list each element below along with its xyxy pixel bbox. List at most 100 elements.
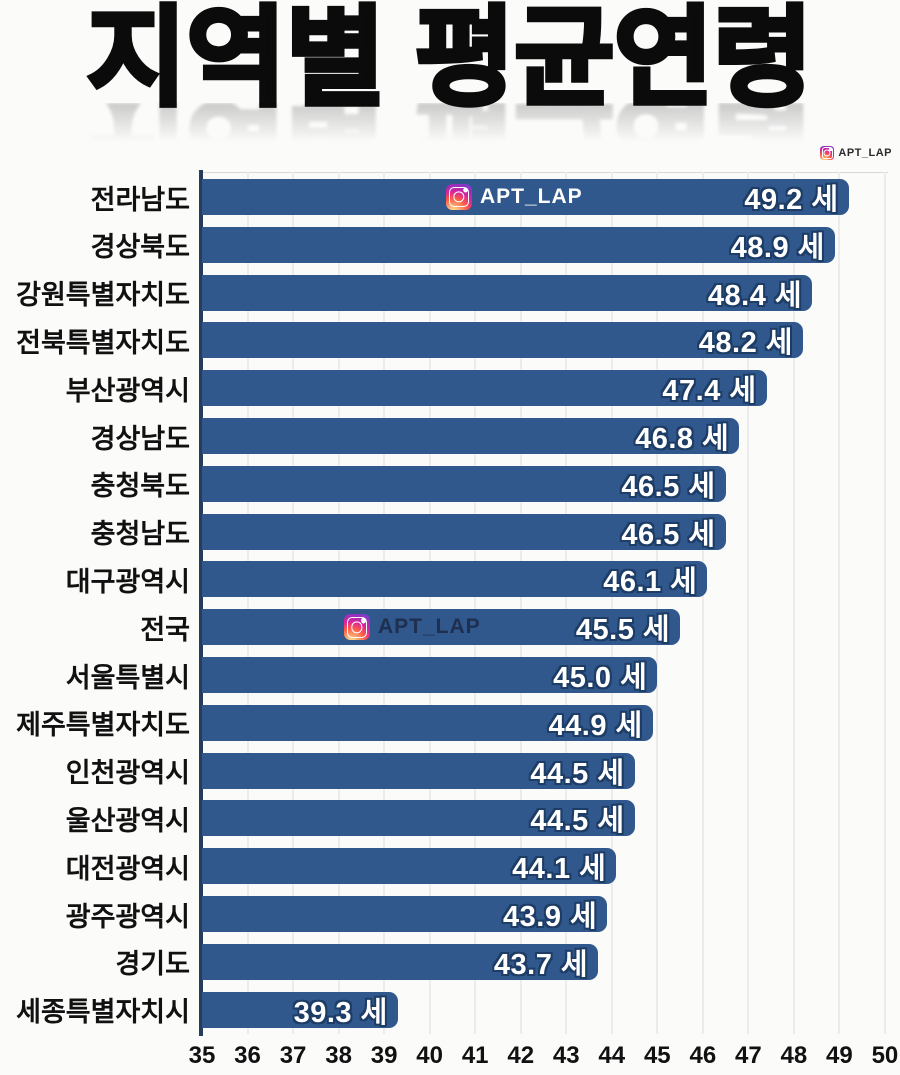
x-tick-label-36: 36 xyxy=(234,1042,261,1069)
bar: 44.9 세 xyxy=(202,704,653,742)
bar: 46.1 세 xyxy=(202,561,708,599)
bar-row-6: 경상남도 46.8 세 xyxy=(0,418,900,455)
x-tick-label-41: 41 xyxy=(461,1042,489,1069)
category-label: 서울특별시 xyxy=(65,662,190,693)
gridline-49 xyxy=(838,172,841,1034)
value-label: 47.4 세 xyxy=(662,375,757,408)
x-tick-label-38: 38 xyxy=(325,1042,352,1069)
bar-row-10: 전국 45.5 세 xyxy=(0,609,900,647)
x-tick-label-44: 44 xyxy=(598,1042,626,1069)
instagram-icon xyxy=(344,614,370,641)
gridline-46 xyxy=(701,172,704,1034)
category-label: 경기도 xyxy=(115,949,190,980)
bar: 44.1 세 xyxy=(202,848,617,886)
gridline-45 xyxy=(656,172,659,1034)
x-tick-label-45: 45 xyxy=(643,1042,671,1069)
gridline-38 xyxy=(337,172,340,1034)
value-label: 46.1 세 xyxy=(603,566,698,599)
bar-chart: 35 36 37 38 39 40 41 42 43 44 45 46 47 48 49 50 전라남도 49.2… xyxy=(0,170,900,1075)
category-label: 대전광역시 xyxy=(65,853,190,884)
x-tick-label-35: 35 xyxy=(188,1042,216,1069)
gridline-40 xyxy=(428,172,431,1034)
value-label: 45.0 세 xyxy=(553,662,648,694)
bar-row-16: 광주광역시 43.9 세 xyxy=(0,896,900,933)
bar-row-15: 대전광역시 44.1 세 xyxy=(0,848,900,886)
gridline-48 xyxy=(792,172,795,1034)
instagram-icon xyxy=(820,146,835,160)
gridline-42 xyxy=(519,172,522,1034)
bar-row-11: 서울특별시 45.0 세 xyxy=(0,657,900,694)
category-label: 충청북도 xyxy=(90,471,190,502)
value-label: 43.9 세 xyxy=(503,901,598,933)
header-watermark-handle: APT_LAP xyxy=(838,147,892,159)
bar-watermark: APT_LAP xyxy=(446,184,583,210)
page-title: 지역별 평균연령 xyxy=(85,0,816,118)
bar: 46.8 세 xyxy=(202,418,740,455)
bar-row-9: 대구광역시 46.1 세 xyxy=(0,561,900,599)
value-label: 48.2 세 xyxy=(698,327,793,360)
value-label: 48.4 세 xyxy=(707,279,803,312)
bar: 43.9 세 xyxy=(202,896,608,933)
category-label: 인천광역시 xyxy=(65,758,190,789)
value-label: 39.3 세 xyxy=(293,996,388,1029)
category-label: 전북특별자치도 xyxy=(16,327,190,358)
x-tick-label-47: 47 xyxy=(735,1042,762,1069)
value-label: 44.5 세 xyxy=(530,757,625,790)
bar: 39.3 세 xyxy=(202,991,398,1029)
bar-watermark: APT_LAP xyxy=(344,614,481,641)
value-label: 49.2 세 xyxy=(744,184,839,216)
bar-row-7: 충청북도 46.5 세 xyxy=(0,465,900,503)
bar: 45.0 세 xyxy=(202,657,658,694)
category-label: 전국 xyxy=(140,614,190,645)
instagram-icon xyxy=(446,184,472,210)
x-tick-label-40: 40 xyxy=(416,1042,443,1069)
gridline-37 xyxy=(292,172,295,1034)
bar-row-18: 세종특별자치시 39.3 세 xyxy=(0,991,900,1029)
bar-row-5: 부산광역시 47.4 세 xyxy=(0,370,900,408)
bar-row-2: 경상북도 48.9 세 xyxy=(0,226,900,264)
x-tick-label-50: 50 xyxy=(871,1042,899,1069)
x-tick-label-43: 43 xyxy=(552,1042,580,1069)
category-label: 대구광역시 xyxy=(65,566,190,597)
category-label: 강원특별자치도 xyxy=(16,280,190,311)
bar: 47.4 세 xyxy=(202,370,767,408)
value-label: 46.5 세 xyxy=(621,518,716,551)
bar: 48.2 세 xyxy=(202,322,803,360)
bar-row-3: 강원특별자치도 48.4 세 xyxy=(0,274,900,312)
value-label: 43.7 세 xyxy=(493,948,589,981)
watermark-handle: APT_LAP xyxy=(480,185,583,208)
value-label: 45.5 세 xyxy=(575,614,671,647)
bar: 49.2 세 xyxy=(202,179,849,216)
category-label: 경상남도 xyxy=(90,423,190,454)
bar-row-13: 인천광역시 44.5 세 xyxy=(0,752,900,790)
header-watermark: APT_LAP xyxy=(820,146,892,160)
value-label: 44.5 세 xyxy=(530,805,625,838)
category-label: 울산광역시 xyxy=(65,805,190,836)
y-axis-line xyxy=(199,170,203,1036)
bar: 45.5 세 xyxy=(202,609,681,647)
title-block: 지역별 평균연령 지역별 평균연령 xyxy=(0,0,900,163)
bar-row-1: 전라남도 49.2 세 xyxy=(0,179,900,216)
category-label: 제주특별자치도 xyxy=(16,710,190,741)
x-tick-label-37: 37 xyxy=(279,1042,307,1069)
gridline-36 xyxy=(246,172,249,1034)
bar: 46.5 세 xyxy=(202,465,726,503)
x-tick-label-49: 49 xyxy=(826,1042,853,1069)
gridline-39 xyxy=(383,172,386,1034)
value-label: 48.9 세 xyxy=(730,231,825,264)
bar: 48.9 세 xyxy=(202,226,835,264)
watermark-handle: APT_LAP xyxy=(378,615,481,639)
value-label: 44.1 세 xyxy=(512,853,607,886)
bar: 46.5 세 xyxy=(202,513,726,551)
value-label: 46.5 세 xyxy=(621,470,716,503)
category-label: 경상북도 xyxy=(90,232,190,263)
gridline-44 xyxy=(610,172,613,1034)
gridline-50 xyxy=(883,172,886,1034)
category-label: 부산광역시 xyxy=(65,375,190,406)
gridline-41 xyxy=(474,172,477,1034)
gridline-47 xyxy=(747,172,750,1034)
x-tick-label-46: 46 xyxy=(689,1042,717,1069)
category-label: 광주광역시 xyxy=(65,901,190,932)
plot-top-border xyxy=(199,172,888,173)
